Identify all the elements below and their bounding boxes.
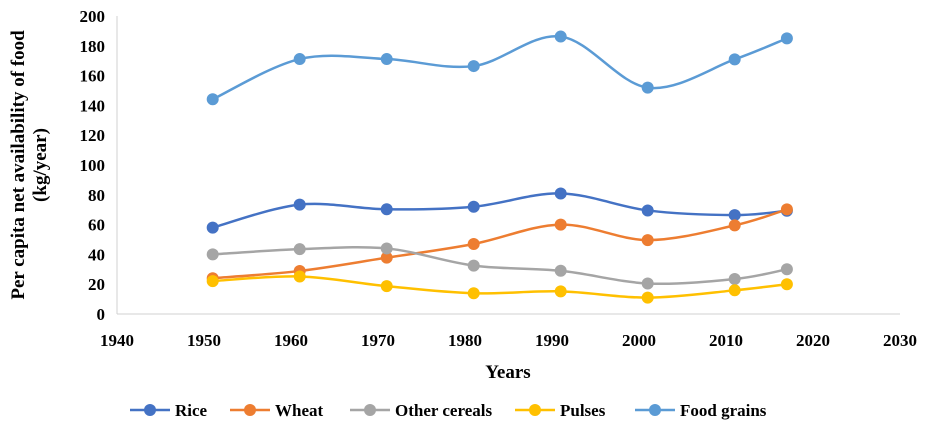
legend-item-wheat: Wheat — [230, 401, 324, 420]
y-tick-label: 120 — [80, 126, 106, 145]
y-tick-label: 100 — [80, 156, 106, 175]
legend-label: Pulses — [560, 401, 606, 420]
legend-label: Food grains — [680, 401, 767, 420]
data-point-food-grains — [728, 53, 741, 66]
data-point-wheat — [780, 203, 793, 216]
y-tick-label: 180 — [80, 37, 106, 56]
data-point-pulses — [554, 285, 567, 298]
data-point-pulses — [293, 270, 306, 283]
data-point-other-cereals — [780, 263, 793, 276]
axes: 0 20 40 60 80 100 120 140 160 180 200 1940 1950 1960 1… — [80, 7, 918, 350]
x-tick-label: 1960 — [274, 331, 308, 350]
y-tick-label: 160 — [80, 67, 106, 86]
legend: Rice Wheat Other cereals Pulses Food grains — [130, 401, 767, 420]
data-point-rice — [467, 200, 480, 213]
data-point-food-grains — [293, 53, 306, 66]
x-tick-label: 2000 — [622, 331, 656, 350]
legend-label: Other cereals — [395, 401, 492, 420]
data-point-food-grains — [641, 81, 654, 94]
data-point-pulses — [641, 291, 654, 304]
x-tick-label: 2010 — [709, 331, 743, 350]
y-axis-label: Per capita net availability of food (kg/… — [8, 30, 51, 300]
x-tick-label: 2020 — [796, 331, 830, 350]
x-tick-label: 1940 — [100, 331, 134, 350]
legend-marker — [529, 404, 541, 416]
y-axis-label-line-1: Per capita net availability of food — [8, 30, 29, 300]
data-point-pulses — [780, 278, 793, 291]
x-axis-label: Years — [485, 362, 530, 383]
y-tick-label: 60 — [88, 216, 105, 235]
data-point-wheat — [467, 237, 480, 250]
data-point-rice — [641, 204, 654, 217]
data-point-wheat — [554, 218, 567, 231]
legend-marker — [364, 404, 376, 416]
legend-item-food-grains: Food grains — [635, 401, 767, 420]
legend-item-other-cereals: Other cereals — [350, 401, 492, 420]
data-point-other-cereals — [728, 272, 741, 285]
series-rice — [206, 187, 793, 234]
data-point-other-cereals — [554, 264, 567, 277]
data-point-rice — [206, 221, 219, 234]
data-point-rice — [554, 187, 567, 200]
y-tick-label: 80 — [88, 186, 105, 205]
data-point-rice — [380, 203, 393, 216]
data-point-rice — [293, 198, 306, 211]
y-axis-label-line-2: (kg/year) — [30, 128, 51, 202]
legend-item-rice: Rice — [130, 401, 208, 420]
data-point-food-grains — [780, 32, 793, 45]
x-tick-label: 2030 — [883, 331, 917, 350]
y-tick-label: 40 — [88, 245, 105, 264]
data-point-food-grains — [380, 53, 393, 66]
legend-marker — [244, 404, 256, 416]
data-point-other-cereals — [467, 259, 480, 272]
data-point-wheat — [641, 234, 654, 247]
data-point-pulses — [728, 284, 741, 297]
x-tick-label: 1970 — [361, 331, 395, 350]
y-tick-label: 140 — [80, 96, 106, 115]
data-point-other-cereals — [641, 277, 654, 290]
data-point-food-grains — [206, 93, 219, 106]
y-tick-label: 0 — [97, 305, 106, 324]
data-point-pulses — [380, 280, 393, 293]
legend-item-pulses: Pulses — [515, 401, 606, 420]
data-point-pulses — [467, 287, 480, 300]
data-point-food-grains — [467, 60, 480, 73]
data-point-other-cereals — [380, 242, 393, 255]
series-pulses — [206, 270, 793, 304]
data-point-pulses — [206, 275, 219, 288]
legend-label: Wheat — [275, 401, 324, 420]
x-tick-label: 1950 — [187, 331, 221, 350]
series-food-grains — [206, 30, 793, 106]
x-tick-label: 1980 — [448, 331, 482, 350]
legend-marker — [649, 404, 661, 416]
data-point-wheat — [728, 219, 741, 232]
y-tick-label: 200 — [80, 7, 106, 26]
data-point-other-cereals — [293, 243, 306, 256]
series-group — [206, 30, 793, 304]
legend-marker — [144, 404, 156, 416]
data-point-wheat — [380, 251, 393, 264]
data-point-other-cereals — [206, 248, 219, 261]
data-point-food-grains — [554, 30, 567, 43]
x-tick-label: 1990 — [535, 331, 569, 350]
y-tick-label: 20 — [88, 275, 105, 294]
series-other-cereals — [206, 242, 793, 290]
legend-label: Rice — [175, 401, 208, 420]
series-line-food-grains — [212, 35, 788, 101]
data-point-rice — [728, 209, 741, 222]
